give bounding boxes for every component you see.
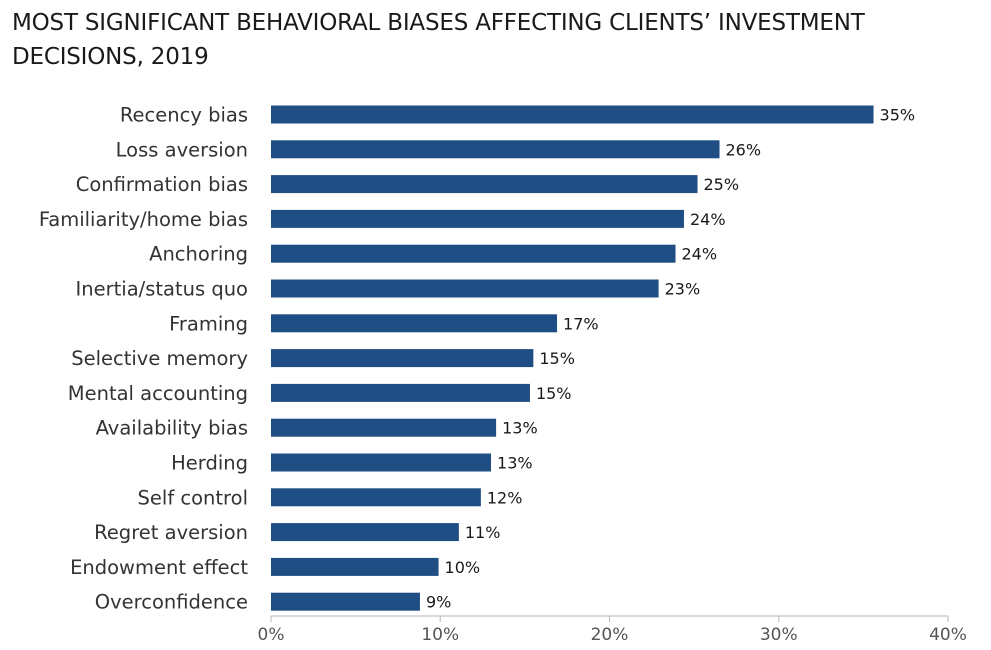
value-label: 9% bbox=[426, 593, 451, 612]
category-label: Regret aversion bbox=[94, 521, 248, 544]
category-label: Anchoring bbox=[149, 243, 248, 266]
value-label: 24% bbox=[690, 210, 726, 229]
value-label: 25% bbox=[704, 175, 740, 194]
value-label: 15% bbox=[539, 349, 575, 368]
bars-group bbox=[271, 105, 874, 611]
x-tick-label: 0% bbox=[258, 625, 285, 645]
value-label: 17% bbox=[563, 314, 599, 333]
bar bbox=[271, 453, 492, 472]
bar bbox=[271, 175, 698, 194]
bar bbox=[271, 244, 676, 263]
value-label: 35% bbox=[880, 106, 916, 125]
x-tick-label: 40% bbox=[929, 625, 967, 645]
bar bbox=[271, 418, 497, 437]
x-tick-label: 10% bbox=[421, 625, 459, 645]
value-label: 15% bbox=[536, 384, 572, 403]
value-label: 23% bbox=[665, 280, 701, 299]
bar bbox=[271, 523, 459, 542]
bar bbox=[271, 140, 720, 159]
category-label: Framing bbox=[169, 312, 248, 335]
bar bbox=[271, 349, 534, 368]
category-label: Self control bbox=[138, 486, 248, 509]
category-label: Recency bias bbox=[120, 104, 248, 127]
bar bbox=[271, 557, 439, 576]
category-label: Familiarity/home bias bbox=[39, 208, 248, 231]
category-label: Inertia/status quo bbox=[76, 278, 249, 301]
category-label: Endowment effect bbox=[70, 556, 248, 579]
category-label: Overconfidence bbox=[95, 591, 248, 614]
bar bbox=[271, 314, 558, 333]
bar bbox=[271, 488, 481, 507]
x-tick-label: 30% bbox=[760, 625, 798, 645]
category-label: Mental accounting bbox=[68, 382, 248, 405]
bar bbox=[271, 105, 874, 124]
value-label: 12% bbox=[487, 488, 523, 507]
value-label: 24% bbox=[682, 245, 718, 264]
value-label: 26% bbox=[726, 140, 762, 159]
bar bbox=[271, 592, 420, 611]
x-tick-label: 20% bbox=[591, 625, 629, 645]
category-label: Herding bbox=[171, 452, 248, 475]
category-label: Loss aversion bbox=[116, 138, 248, 161]
category-label: Selective memory bbox=[71, 347, 248, 370]
value-label: 13% bbox=[502, 419, 538, 438]
chart-title: MOST SIGNIFICANT BEHAVIORAL BIASES AFFEC… bbox=[12, 10, 865, 70]
value-label: 13% bbox=[497, 454, 533, 473]
labels-group: Recency bias 35% Loss aversion 26% Confirmat… bbox=[39, 104, 915, 614]
bar bbox=[271, 279, 659, 298]
category-label: Confirmation bias bbox=[76, 173, 248, 196]
value-label: 10% bbox=[445, 558, 481, 577]
bar bbox=[271, 383, 530, 402]
value-label: 11% bbox=[465, 523, 501, 542]
bar bbox=[271, 209, 684, 228]
category-label: Availability bias bbox=[96, 417, 248, 440]
x-axis: 0% 10% 20% 30% 40% bbox=[258, 615, 967, 645]
